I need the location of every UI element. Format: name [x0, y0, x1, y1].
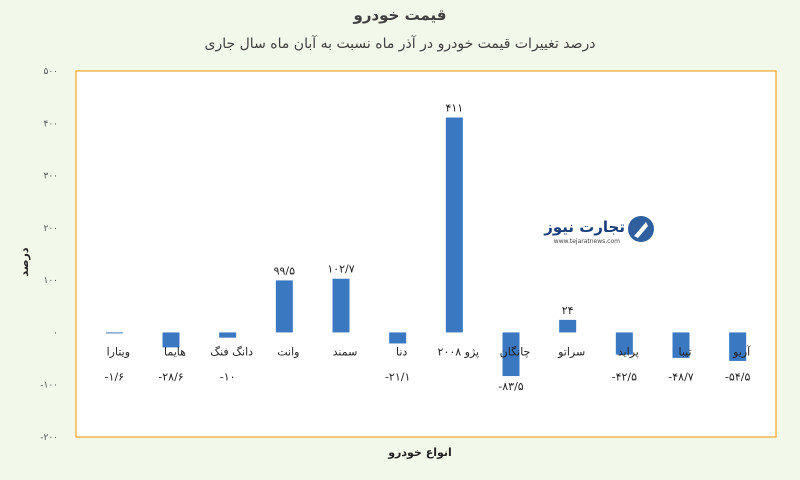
bar — [502, 332, 520, 377]
x-tick-label: وانت — [277, 345, 299, 358]
y-tick-label: ۲۰۰ — [43, 224, 58, 234]
x-tick-label: سمند — [333, 345, 358, 358]
plot-area-border — [75, 70, 777, 438]
bar — [615, 332, 633, 355]
bar — [219, 332, 237, 338]
data-label: ۱۰۲/۷ — [327, 263, 354, 276]
y-tick-label: -۱۰۰ — [40, 381, 58, 391]
x-tick-label: دنا — [396, 345, 407, 358]
data-label: ۹۹/۵ — [274, 264, 296, 277]
y-tick-label: ۴۰۰ — [43, 119, 58, 129]
data-label: -۴۲/۵ — [612, 370, 637, 383]
bar — [559, 319, 577, 333]
watermark-brand: تجارت نیوز — [543, 218, 625, 236]
x-tick-label: آریو — [732, 344, 751, 358]
chart-subtitle: درصد تغییرات قیمت خودرو در آذر ماه نسبت … — [204, 36, 596, 52]
data-label: -۱/۶ — [105, 370, 125, 383]
data-label: -۸۳/۵ — [498, 380, 523, 393]
data-label: ۲۴ — [562, 304, 574, 317]
x-tick-label: هایما — [164, 345, 186, 358]
x-axis-label: انواع خودرو — [387, 446, 452, 459]
bar — [445, 117, 463, 333]
data-label: -۲۸/۶ — [158, 370, 183, 383]
bar — [672, 332, 690, 358]
data-label: -۴۸/۷ — [668, 370, 693, 383]
bar — [275, 280, 293, 333]
bar — [332, 278, 350, 333]
watermark-url: www.tejaratnews.com — [554, 238, 620, 245]
x-tick-label: پژو ۲۰۰۸ — [438, 345, 480, 358]
data-label: ۴۱۱ — [445, 102, 463, 115]
bar — [729, 332, 747, 361]
y-axis-label: درصد — [18, 247, 31, 276]
chart-title: قیمت خودرو — [353, 6, 447, 24]
x-tick-label: دانگ فنگ — [210, 345, 253, 358]
data-label: -۲۱/۱ — [385, 370, 410, 383]
logo-arrow-icon — [634, 222, 648, 238]
data-label: -۵۴/۵ — [725, 370, 750, 383]
y-tick-label: ۳۰۰ — [43, 172, 58, 182]
bar — [389, 332, 407, 344]
data-label: -۱۰ — [220, 370, 236, 383]
y-tick-label: ۵۰۰ — [43, 67, 58, 77]
x-tick-label: سراتو — [557, 345, 585, 358]
x-tick-label: چانگان — [500, 345, 531, 358]
x-tick-label: پراید — [618, 345, 639, 358]
bar — [105, 332, 123, 334]
x-tick-label: تیبا — [678, 345, 691, 358]
y-tick-label: ۱۰۰ — [43, 276, 58, 286]
y-tick-label: -۲۰۰ — [40, 433, 58, 443]
y-tick-label: ۰ — [53, 328, 58, 338]
bar — [162, 332, 180, 348]
x-tick-label: ویتارا — [107, 345, 130, 358]
watermark-logo: تجارت نیوز www.tejaratnews.com — [543, 216, 654, 245]
